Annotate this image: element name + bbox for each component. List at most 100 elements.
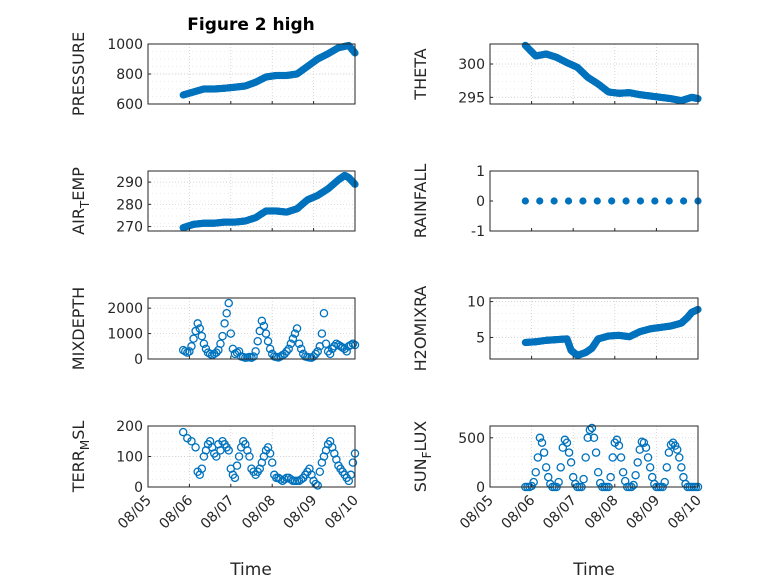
data-point <box>334 340 343 350</box>
data-point <box>533 453 543 462</box>
y-tick-label: 1 <box>476 164 485 180</box>
y-axis-label-mixdepth: MIXDEPTH <box>69 287 88 370</box>
data-point <box>521 197 529 205</box>
data-point <box>257 316 267 326</box>
data-point <box>296 475 306 484</box>
data-point <box>311 349 320 359</box>
data-point <box>191 326 200 336</box>
plot-area <box>148 426 355 487</box>
data-point <box>230 473 240 483</box>
data-point <box>282 347 291 356</box>
y-tick-label: 0 <box>134 352 143 368</box>
data-point <box>197 464 207 473</box>
data-point <box>259 321 269 331</box>
data-point <box>311 479 320 489</box>
data-point <box>224 446 233 455</box>
data-point <box>261 329 271 338</box>
data-point <box>195 324 204 333</box>
data-point <box>591 448 601 457</box>
data-point <box>636 197 645 205</box>
panel-pressure: 600 800 1000 PRESSURE <box>69 32 359 116</box>
x-tick-label: 08/06 <box>156 492 196 532</box>
data-point <box>245 452 254 461</box>
data-point <box>631 470 640 480</box>
data-point <box>267 458 277 467</box>
data-point <box>340 344 349 354</box>
data-point <box>212 452 221 461</box>
y-tick-label: 500 <box>458 431 485 447</box>
x-tick-label: 08/07 <box>198 493 238 533</box>
data-point <box>662 463 672 472</box>
data-point <box>276 352 285 361</box>
data-point <box>529 477 538 487</box>
x-tick-label: 08/05 <box>115 493 155 533</box>
data-point <box>579 474 588 484</box>
panel-h2omixra: 5 10 H2OMIXRA <box>411 286 702 371</box>
x-tick-label: 08/09 <box>281 493 321 533</box>
data-point <box>348 339 358 348</box>
y-axis-label-air_temp: AIRTEMP <box>69 167 92 235</box>
axes-box <box>489 43 699 105</box>
data-point <box>263 336 273 346</box>
x-tick-label: 08/08 <box>582 493 622 533</box>
data-point <box>247 353 256 362</box>
data-point <box>346 470 356 480</box>
data-point <box>332 339 341 348</box>
x-axis-label-right: Time <box>572 560 615 580</box>
data-point <box>558 443 568 452</box>
data-point <box>315 467 325 476</box>
data-point <box>541 463 551 472</box>
y-tick-label: 280 <box>116 197 143 213</box>
data-point <box>556 463 565 472</box>
data-point <box>286 339 296 348</box>
y-tick-label: -1 <box>471 224 485 240</box>
data-point <box>675 453 684 462</box>
data-point <box>346 340 356 350</box>
axes-box <box>147 170 356 232</box>
y-axis-label-theta: THETA <box>411 48 430 100</box>
data-point <box>251 347 260 356</box>
panel-theta: 295 300 THETA <box>411 41 702 106</box>
data-point <box>564 197 573 205</box>
panel-air_temp: 270 280 290 AIRTEMP <box>69 167 359 236</box>
y-tick-label: 200 <box>116 419 143 435</box>
data-point <box>199 339 209 348</box>
data-point <box>680 197 688 205</box>
data-point <box>197 331 207 341</box>
x-axis-label-left: Time <box>229 560 272 580</box>
y-tick-label: 290 <box>116 175 143 191</box>
data-point <box>639 438 649 447</box>
x-tick-label: 08/09 <box>623 493 663 533</box>
data-point <box>253 336 262 346</box>
x-tick-label: 08/08 <box>239 493 279 533</box>
data-point <box>286 475 296 484</box>
data-point <box>313 347 322 356</box>
y-axis-label-terr_msl: TERRMSL <box>69 421 92 494</box>
data-point <box>205 349 215 359</box>
y-axis-label-sun_flux: SUNFLUX <box>411 421 434 493</box>
data-point <box>629 480 638 490</box>
data-point <box>641 443 651 452</box>
y-tick-label: 100 <box>116 450 143 466</box>
data-point <box>562 438 572 447</box>
y-tick-label: 2000 <box>107 301 143 317</box>
data-point <box>664 448 674 457</box>
y-axis-label-pressure: PRESSURE <box>69 32 88 116</box>
data-point <box>660 477 669 487</box>
data-point <box>178 427 188 437</box>
data-point <box>550 197 558 205</box>
data-point <box>536 197 544 205</box>
data-point <box>288 334 298 343</box>
x-tick-label: 08/05 <box>457 493 497 533</box>
data-point <box>232 461 242 470</box>
y-axis-label-rainfall: RAINFALL <box>411 164 430 239</box>
x-tick-label: 08/07 <box>540 493 580 533</box>
data-point <box>583 433 593 443</box>
data-point <box>344 342 354 351</box>
data-point <box>620 476 630 486</box>
y-tick-label: 270 <box>116 220 143 236</box>
y-tick-label: 5 <box>476 330 485 346</box>
data-point <box>294 339 304 348</box>
data-point <box>249 352 258 361</box>
